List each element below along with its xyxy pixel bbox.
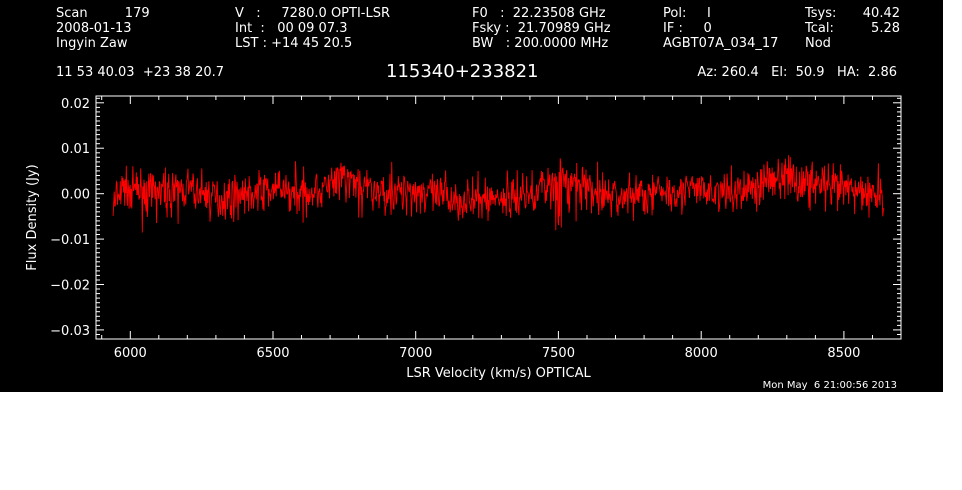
header-lst-line: LST : +14 45 20.5 — [235, 36, 353, 51]
header-pol-line: Pol: I — [663, 6, 711, 21]
header-fsky-line: Fsky : 21.70989 GHz — [472, 21, 611, 36]
header-tsys-values: 40.42 5.28 — [863, 6, 900, 36]
header-tcal-value: 5.28 — [871, 21, 900, 36]
spectrum-trace — [112, 155, 885, 233]
y-tick-label: −0.01 — [50, 233, 90, 248]
x-tick-label: 8500 — [827, 346, 860, 361]
x-tick-label: 8000 — [685, 346, 718, 361]
header-int-line: Int : 00 09 07.3 — [235, 21, 348, 36]
header-date-line: 2008-01-13 — [56, 21, 132, 36]
x-tick-label: 6000 — [114, 346, 147, 361]
header-f0-line: F0 : 22.23508 GHz — [472, 6, 606, 21]
header-velocity-line: V : 7280.0 OPTI-LSR — [235, 6, 391, 21]
header-source-name: 115340+233821 — [386, 61, 539, 82]
y-tick-label: 0.00 — [61, 188, 90, 203]
x-axis-label: LSR Velocity (km/s) OPTICAL — [406, 366, 591, 381]
x-tick-label: 7000 — [399, 346, 432, 361]
x-tick-label: 7500 — [542, 346, 575, 361]
header-scan: Scan 179 2008-01-13 Ingyin Zaw — [56, 6, 150, 51]
header-tsys-labels: Tsys: Tcal: Nod — [805, 6, 836, 51]
header-tsys-label: Tsys: — [805, 6, 837, 21]
x-tick-label: 6500 — [256, 346, 289, 361]
header-if-line: IF : 0 — [663, 21, 712, 36]
header-procedure-label: Nod — [805, 36, 831, 51]
header-bw-line: BW : 200.0000 MHz — [472, 36, 609, 51]
y-tick-label: 0.01 — [61, 142, 90, 157]
plot-panel: 6000 6500 7000 7500 8000 8500 −0.03 −0.02 −0.01 0… — [0, 0, 943, 392]
y-tick-label: 0.02 — [61, 97, 90, 112]
header-scan-line: Scan 179 — [56, 6, 150, 21]
header-tcal-label: Tcal: — [805, 21, 834, 36]
plot-frame — [95, 95, 902, 340]
y-tick-label: −0.02 — [50, 278, 90, 293]
header-az-el-ha: Az: 260.4 El: 50.9 HA: 2.86 — [697, 65, 897, 80]
plot-timestamp: Mon May 6 21:00:56 2013 — [762, 380, 897, 391]
y-axis-label: Flux Density (Jy) — [25, 164, 40, 270]
header-pol: Pol: I IF : 0 AGBT07A_034_17 — [663, 6, 778, 51]
header-coords: 11 53 40.03 +23 38 20.7 — [56, 65, 225, 80]
y-tick-label: −0.03 — [50, 324, 90, 339]
header-project-line: AGBT07A_034_17 — [663, 36, 779, 51]
header-observer-line: Ingyin Zaw — [56, 36, 128, 51]
header-tsys-value: 40.42 — [862, 6, 900, 21]
header-velocity: V : 7280.0 OPTI-LSR Int : 00 09 07.3 LST :… — [235, 6, 390, 51]
header-frequency: F0 : 22.23508 GHz Fsky : 21.70989 GHz BW :… — [472, 6, 611, 51]
spectrum-chart: 6000 6500 7000 7500 8000 8500 −0.03 −0.02 −0.01 0… — [25, 95, 902, 381]
